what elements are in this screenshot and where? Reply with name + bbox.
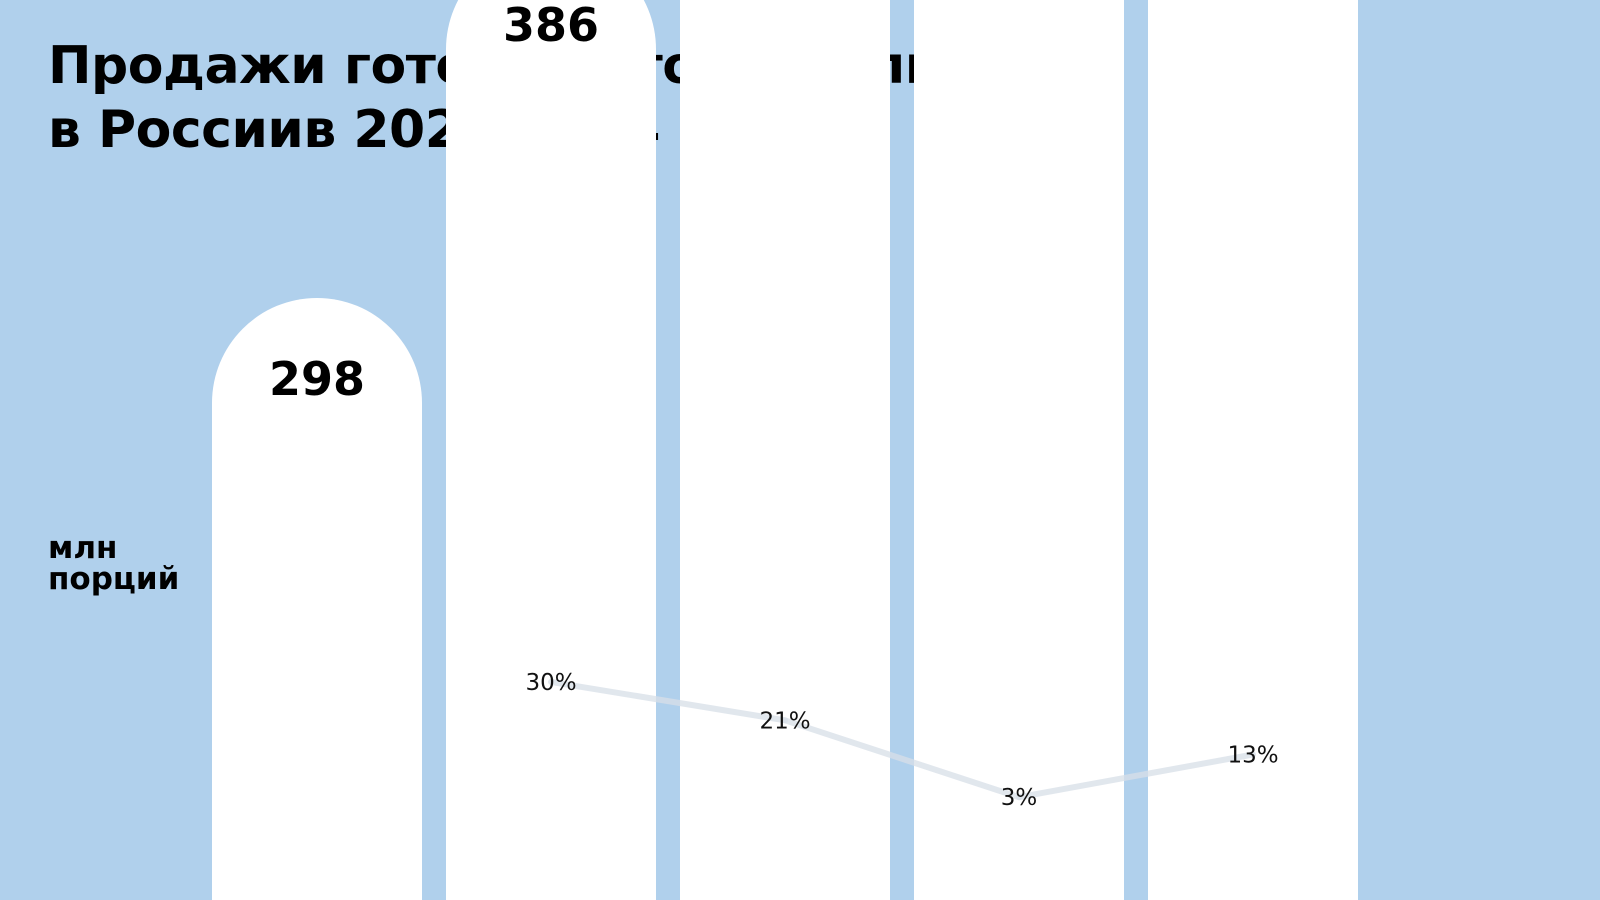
unit-label-line-1: млн	[48, 530, 118, 566]
growth-label-2023: 3%	[1001, 785, 1038, 811]
growth-line-segment-2	[782, 717, 1022, 801]
growth-labels-group: 30% 21% 3% 13%	[525, 670, 1278, 811]
value-labels-group: 298386469482543	[269, 0, 599, 406]
growth-line-group	[548, 678, 1256, 801]
value-label-2020: 298	[269, 352, 365, 406]
bar-2024	[1148, 0, 1358, 900]
growth-label-2022: 21%	[759, 708, 810, 734]
bar-2023	[914, 0, 1124, 900]
bar-2022	[680, 0, 890, 900]
unit-label: млн порций	[48, 533, 179, 595]
growth-line-segment-3	[1016, 751, 1256, 801]
bar-2020	[212, 297, 422, 900]
growth-label-2024: 13%	[1227, 742, 1278, 768]
bars-group	[212, 0, 1358, 900]
growth-line-segment-1	[548, 678, 788, 724]
bar-2021	[446, 0, 656, 900]
growth-label-2021: 30%	[525, 670, 576, 696]
value-label-2021: 386	[503, 0, 599, 52]
unit-label-line-2: порций	[48, 561, 180, 597]
